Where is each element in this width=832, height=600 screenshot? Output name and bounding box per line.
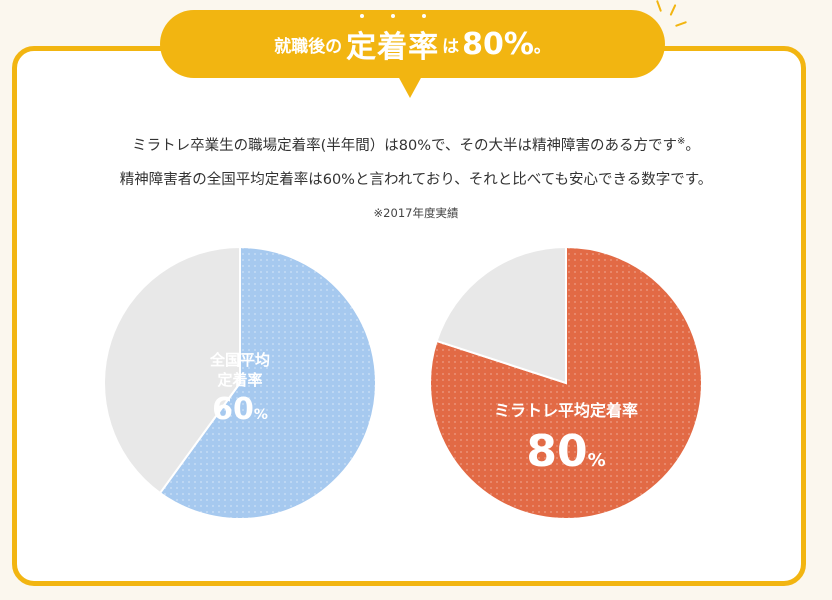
description-line-2: 精神障害者の全国平均定着率は60%と言われており、それと比べても安心できる数字で… xyxy=(119,171,713,188)
pie-chart-miratore xyxy=(429,245,703,520)
description-line-1: ミラトレ卒業生の職場定着率(半年間）は80%で、その大半は精神障害のある方です※… xyxy=(0,125,832,163)
description: ミラトレ卒業生の職場定着率(半年間）は80%で、その大半は精神障害のある方です※… xyxy=(0,125,832,197)
banner-particle: は xyxy=(442,36,460,57)
pie-value-national-unit: % xyxy=(253,407,268,423)
footnote: ※2017年度実績 xyxy=(373,206,459,220)
slice-miratore-rest xyxy=(435,245,567,385)
pie-label-miratore-line-1: ミラトレ平均定着率 xyxy=(493,401,638,420)
slice-national-rest xyxy=(103,245,241,495)
banner-pointer xyxy=(398,76,422,98)
footnote-mark: ※ xyxy=(676,136,686,147)
slice-national-retained xyxy=(158,245,377,520)
pie-chart-national xyxy=(103,245,377,520)
banner-highlight-text: 定着率 xyxy=(346,30,440,65)
pie-label-national-line-1: 全国平均 xyxy=(209,351,270,369)
pie-label-miratore: ミラトレ平均定着率 80% xyxy=(466,400,666,477)
pie-value-miratore: 80% xyxy=(466,426,666,477)
pie-label-national-line-2: 定着率 xyxy=(217,371,263,389)
banner-suffix: 。 xyxy=(533,36,551,57)
banner-highlight: 定着率 xyxy=(346,14,440,66)
headline-banner: 就職後の 定着率 は 80% 。 xyxy=(160,10,665,78)
banner-prefix: 就職後の xyxy=(274,36,343,57)
pie-value-national-number: 60 xyxy=(212,392,254,427)
banner-value: 80% xyxy=(462,26,534,62)
emphasis-dots xyxy=(346,14,439,18)
pie-label-national: 全国平均 定着率 60% xyxy=(190,350,290,427)
description-line-1-text: ミラトレ卒業生の職場定着率(半年間）は80%で、その大半は精神障害のある方です xyxy=(132,137,677,154)
pie-value-miratore-number: 80 xyxy=(526,426,588,477)
pie-value-miratore-unit: % xyxy=(587,450,606,471)
description-line-1-end: 。 xyxy=(685,137,700,154)
pie-value-national: 60% xyxy=(190,392,290,427)
